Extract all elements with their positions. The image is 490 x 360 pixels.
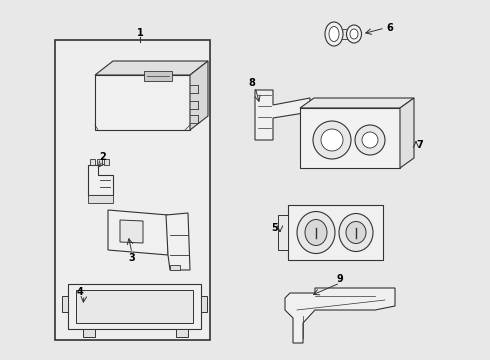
- Ellipse shape: [305, 220, 327, 246]
- Polygon shape: [95, 75, 190, 130]
- Polygon shape: [288, 205, 383, 260]
- Polygon shape: [104, 159, 109, 165]
- Polygon shape: [255, 90, 310, 140]
- Polygon shape: [300, 108, 400, 168]
- Polygon shape: [76, 290, 193, 323]
- Ellipse shape: [346, 221, 366, 243]
- Text: 6: 6: [387, 23, 393, 33]
- Text: 4: 4: [76, 287, 83, 297]
- Ellipse shape: [350, 29, 358, 39]
- Text: 2: 2: [99, 152, 106, 162]
- Polygon shape: [166, 213, 190, 270]
- Polygon shape: [68, 284, 201, 329]
- Polygon shape: [97, 159, 102, 165]
- Text: 8: 8: [248, 78, 255, 88]
- Text: 7: 7: [416, 140, 423, 150]
- Text: 9: 9: [337, 274, 343, 284]
- Text: 3: 3: [129, 253, 135, 263]
- Polygon shape: [285, 288, 395, 343]
- Polygon shape: [190, 61, 208, 130]
- Polygon shape: [144, 71, 172, 81]
- Text: 5: 5: [271, 223, 278, 233]
- Ellipse shape: [297, 211, 335, 253]
- Polygon shape: [120, 220, 143, 243]
- Polygon shape: [83, 329, 95, 337]
- Polygon shape: [88, 195, 113, 203]
- Polygon shape: [108, 210, 168, 255]
- Polygon shape: [400, 98, 414, 168]
- Ellipse shape: [362, 132, 378, 148]
- Polygon shape: [62, 296, 68, 312]
- Polygon shape: [170, 265, 180, 270]
- Ellipse shape: [329, 27, 339, 41]
- Ellipse shape: [313, 121, 351, 159]
- Ellipse shape: [339, 213, 373, 252]
- Polygon shape: [340, 29, 348, 39]
- Polygon shape: [95, 61, 208, 75]
- Text: 1: 1: [137, 28, 144, 38]
- Polygon shape: [55, 40, 210, 340]
- Polygon shape: [176, 329, 188, 337]
- Ellipse shape: [355, 125, 385, 155]
- Polygon shape: [90, 159, 95, 165]
- Polygon shape: [201, 296, 207, 312]
- Ellipse shape: [346, 25, 362, 43]
- Ellipse shape: [321, 129, 343, 151]
- Polygon shape: [278, 215, 288, 250]
- Polygon shape: [300, 98, 414, 108]
- Ellipse shape: [325, 22, 343, 46]
- Polygon shape: [88, 165, 113, 195]
